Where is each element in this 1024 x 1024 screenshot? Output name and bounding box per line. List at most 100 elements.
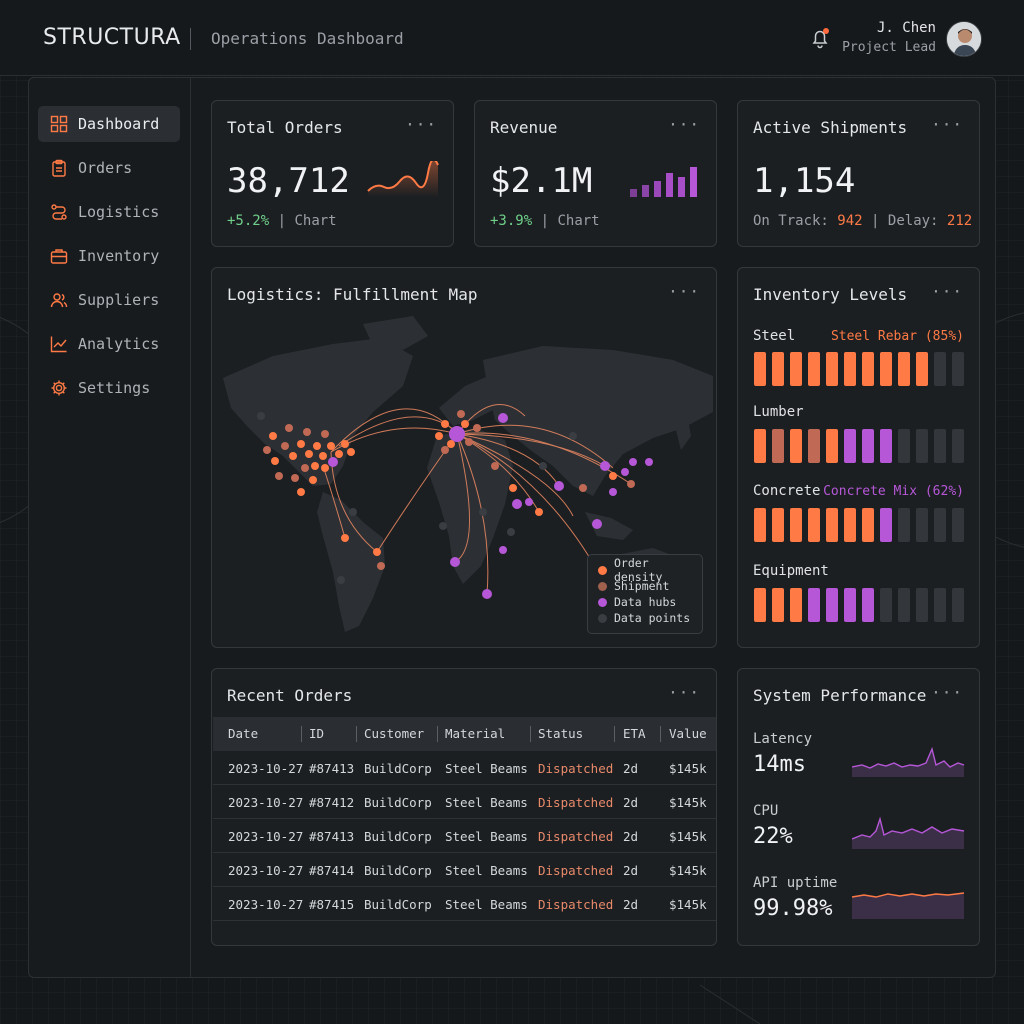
more-icon[interactable]: ··· bbox=[668, 683, 700, 702]
table-cell: #87415 bbox=[309, 897, 355, 912]
level-bar-filled bbox=[826, 352, 838, 386]
card-title: Inventory Levels bbox=[753, 285, 908, 304]
bell-icon[interactable] bbox=[808, 26, 832, 50]
sidebar-item-settings[interactable]: Settings bbox=[38, 370, 180, 406]
table-cell: 2023-10-27 bbox=[228, 761, 304, 776]
sidebar-item-dashboard[interactable]: Dashboard bbox=[38, 106, 180, 142]
table-cell: Dispatched bbox=[538, 897, 614, 912]
delay-value: 212 bbox=[946, 213, 973, 229]
separator: | bbox=[871, 213, 880, 229]
card-title: Total Orders bbox=[227, 118, 343, 137]
inventory-label: Steel bbox=[753, 328, 796, 344]
sidebar-item-suppliers[interactable]: Suppliers bbox=[38, 282, 180, 318]
level-bar-filled bbox=[880, 508, 892, 542]
table-cell: 2023-10-27 bbox=[228, 829, 304, 844]
latency-sparkline bbox=[852, 746, 965, 777]
table-cell: Dispatched bbox=[538, 863, 614, 878]
table-cell: BuildCorp bbox=[364, 829, 432, 844]
inventory-label: Lumber bbox=[753, 404, 804, 420]
level-bar-filled bbox=[808, 508, 820, 542]
table-cell: 2d bbox=[623, 795, 639, 810]
table-cell: Steel Beams bbox=[445, 795, 528, 810]
app-logo[interactable]: STRUCTURA bbox=[43, 25, 181, 50]
table-row[interactable]: 2023-10-27 #87414 BuildCorp Steel Beams Disp… bbox=[213, 853, 716, 887]
metric-value: 99.98% bbox=[753, 896, 833, 921]
metric-label: CPU bbox=[753, 803, 779, 819]
level-bar-empty bbox=[952, 352, 964, 386]
gear-icon bbox=[51, 380, 67, 396]
level-bar-filled bbox=[844, 508, 856, 542]
active-shipments-card: Active Shipments ··· 1,154 On Track: 942… bbox=[737, 100, 980, 247]
orders-sparkline bbox=[367, 161, 439, 197]
inventory-label: Concrete bbox=[753, 483, 821, 499]
fulfillment-map-card: Logistics: Fulfillment Map ··· bbox=[211, 267, 717, 648]
level-bar-filled bbox=[862, 429, 874, 463]
users-icon bbox=[50, 293, 68, 308]
table-cell: $145k bbox=[669, 897, 707, 912]
sidebar-item-analytics[interactable]: Analytics bbox=[38, 326, 180, 362]
more-icon[interactable]: ··· bbox=[405, 115, 437, 134]
table-row[interactable]: 2023-10-27 #87413 BuildCorp Steel Beams Disp… bbox=[213, 751, 716, 785]
column-header[interactable]: ETA bbox=[623, 726, 646, 741]
column-header[interactable]: Date bbox=[228, 726, 259, 741]
metric-label: API uptime bbox=[753, 875, 838, 891]
table-cell: 2023-10-27 bbox=[228, 863, 304, 878]
more-icon[interactable]: ··· bbox=[668, 282, 700, 301]
more-icon[interactable]: ··· bbox=[931, 115, 963, 134]
more-icon[interactable]: ··· bbox=[931, 282, 963, 301]
level-bar-empty bbox=[880, 588, 892, 622]
avatar[interactable] bbox=[946, 21, 982, 57]
column-header[interactable]: Value bbox=[669, 726, 707, 741]
chart-link[interactable]: Chart bbox=[557, 213, 600, 229]
table-cell: 2d bbox=[623, 829, 639, 844]
sidebar-item-inventory[interactable]: Inventory bbox=[38, 238, 180, 274]
recent-orders-card: Recent Orders ··· Date ID Customer Mater… bbox=[211, 668, 717, 946]
level-bar-filled bbox=[790, 588, 802, 622]
table-cell: BuildCorp bbox=[364, 863, 432, 878]
column-header[interactable]: Material bbox=[445, 726, 506, 741]
legend-item: Data points bbox=[598, 610, 692, 626]
level-bar-empty bbox=[952, 588, 964, 622]
column-divider bbox=[660, 726, 661, 742]
table-row[interactable]: 2023-10-27 #87413 BuildCorp Steel Beams Disp… bbox=[213, 819, 716, 853]
level-bar-filled bbox=[826, 429, 838, 463]
column-divider bbox=[437, 726, 438, 742]
table-cell: Steel Beams bbox=[445, 897, 528, 912]
cpu-sparkline bbox=[852, 816, 965, 849]
sidebar: Dashboard Orders Logistics Inventory Sup… bbox=[28, 78, 191, 977]
api-uptime-sparkline bbox=[852, 892, 965, 919]
level-bar-filled bbox=[754, 588, 766, 622]
on-track-label: On Track: bbox=[753, 213, 829, 229]
level-bar-filled bbox=[826, 588, 838, 622]
level-bar-filled bbox=[916, 352, 928, 386]
user-name[interactable]: J. Chen bbox=[876, 20, 936, 36]
more-icon[interactable]: ··· bbox=[931, 683, 963, 702]
metric-value: 14ms bbox=[753, 752, 806, 777]
column-header[interactable]: Customer bbox=[364, 726, 425, 741]
sidebar-item-orders[interactable]: Orders bbox=[38, 150, 180, 186]
change-value: +3.9% bbox=[490, 213, 533, 229]
page-title: Operations Dashboard bbox=[211, 29, 404, 48]
sidebar-item-label: Analytics bbox=[78, 335, 160, 353]
table-cell: 2023-10-27 bbox=[228, 897, 304, 912]
table-cell: Steel Beams bbox=[445, 863, 528, 878]
table-cell: $145k bbox=[669, 795, 707, 810]
table-row[interactable]: 2023-10-27 #87415 BuildCorp Steel Beams Disp… bbox=[213, 887, 716, 921]
level-bar-filled bbox=[862, 508, 874, 542]
dashboard-icon bbox=[50, 115, 68, 133]
level-bar-filled bbox=[826, 508, 838, 542]
column-header[interactable]: Status bbox=[538, 726, 584, 741]
sidebar-item-label: Dashboard bbox=[78, 115, 160, 133]
on-track-value: 942 bbox=[837, 213, 863, 229]
level-bar-filled bbox=[790, 508, 802, 542]
sidebar-item-logistics[interactable]: Logistics bbox=[38, 194, 180, 230]
chart-link[interactable]: Chart bbox=[294, 213, 337, 229]
column-header[interactable]: ID bbox=[309, 726, 325, 741]
sidebar-item-label: Logistics bbox=[78, 203, 160, 221]
level-bar-empty bbox=[952, 429, 964, 463]
level-bar-empty bbox=[916, 429, 928, 463]
more-icon[interactable]: ··· bbox=[668, 115, 700, 134]
table-row[interactable]: 2023-10-27 #87412 BuildCorp Steel Beams Disp… bbox=[213, 785, 716, 819]
level-bar-empty bbox=[934, 588, 946, 622]
map-legend: Order density Shipment Data hubs Data po… bbox=[587, 554, 703, 634]
